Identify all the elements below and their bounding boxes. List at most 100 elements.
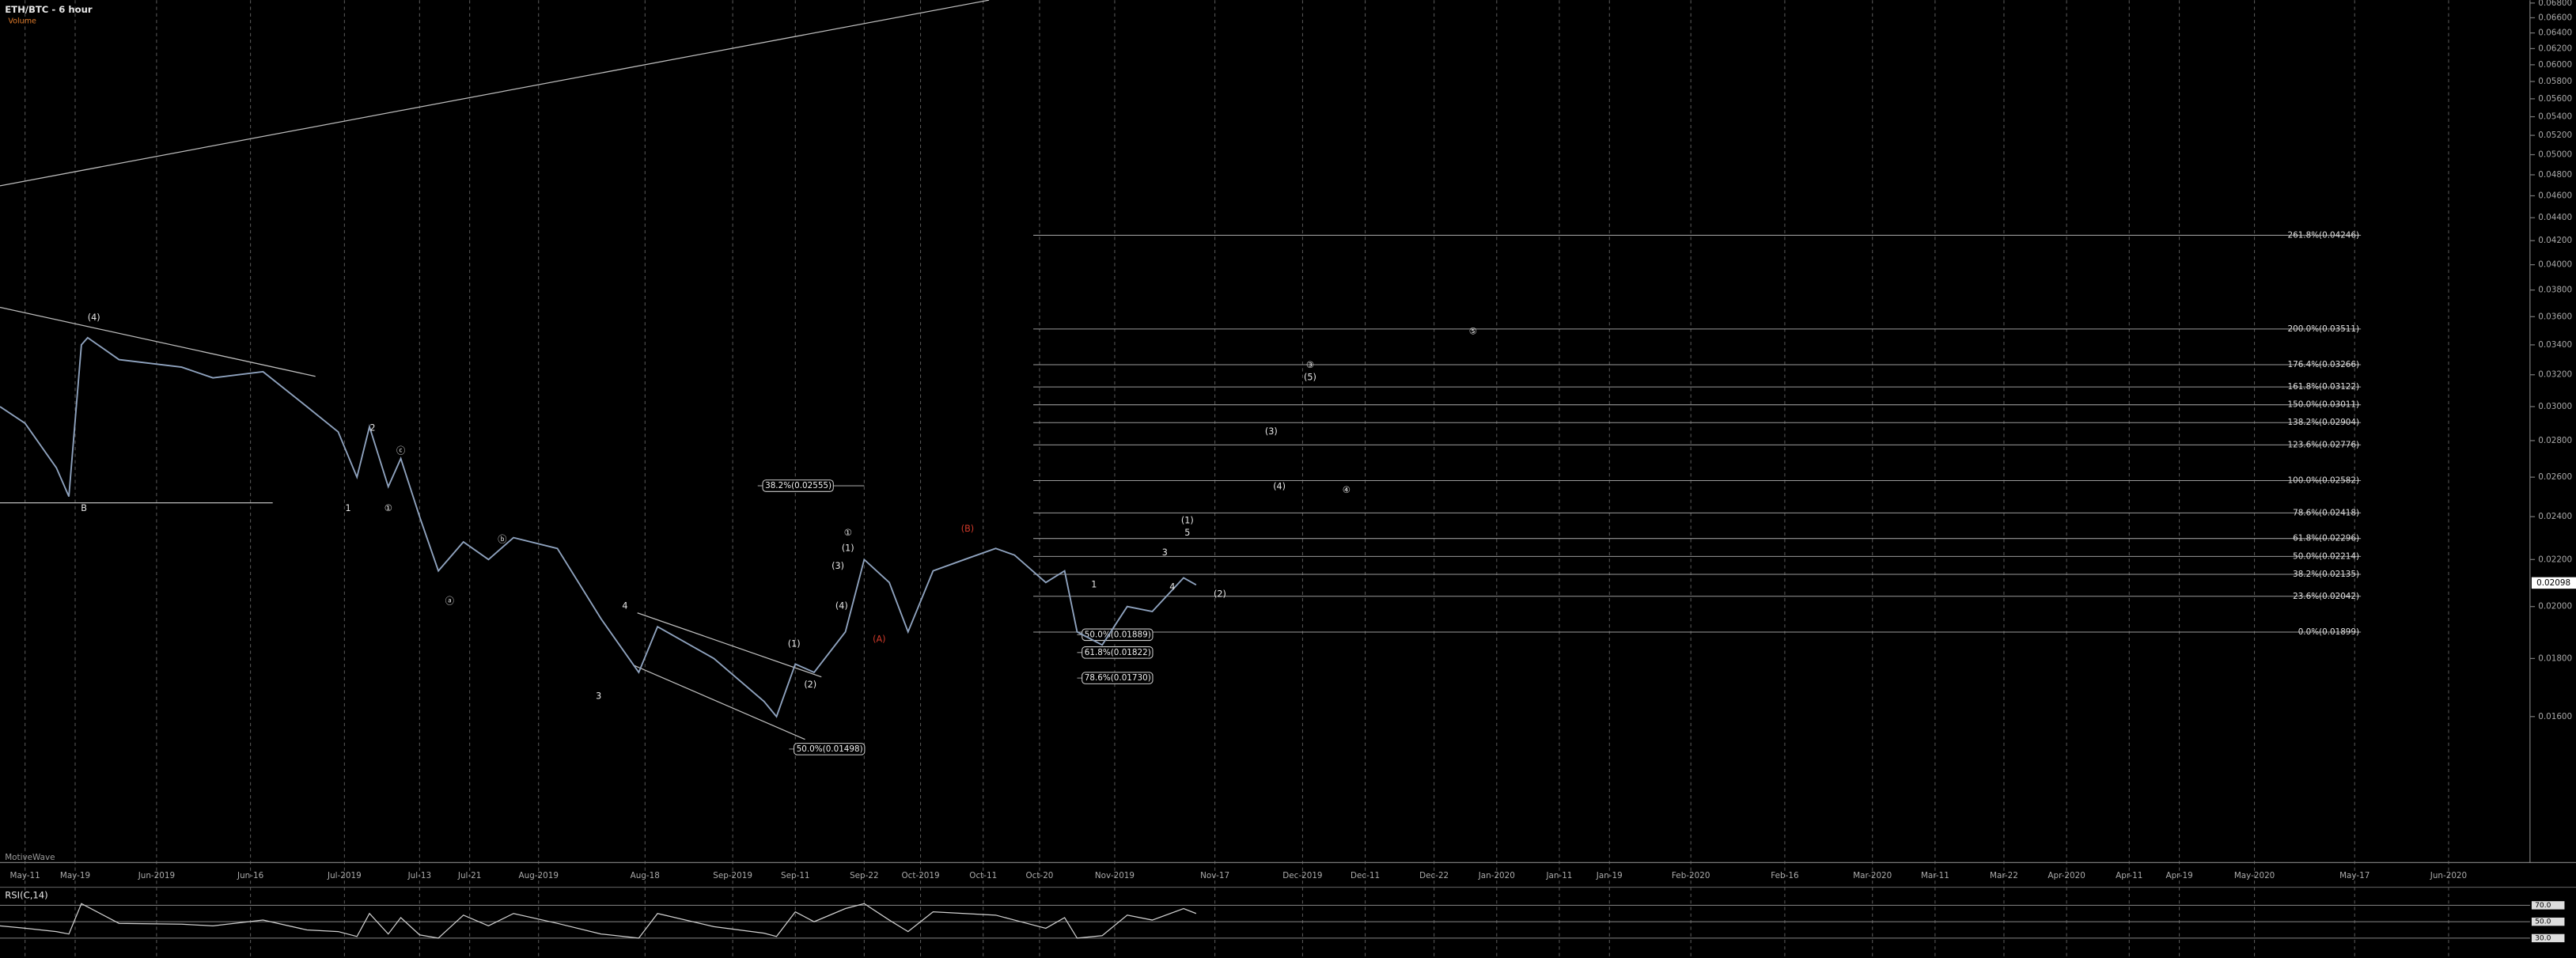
wave-label: ⓒ bbox=[396, 445, 405, 456]
grid bbox=[25, 0, 2449, 958]
fib-label: 176.4%(0.03266) bbox=[2288, 360, 2360, 369]
wave-label: (4) bbox=[835, 601, 848, 612]
channel-line bbox=[634, 665, 805, 740]
wave-label: 1 bbox=[346, 503, 351, 513]
y-tick-label: 0.04400 bbox=[2538, 213, 2572, 222]
x-tick-label: Jul-21 bbox=[457, 871, 481, 880]
wave-label: 3 bbox=[596, 691, 601, 702]
wave-label: (1) bbox=[1181, 515, 1194, 525]
y-tick-label: 0.02200 bbox=[2538, 555, 2572, 564]
x-tick-label: May-17 bbox=[2339, 871, 2370, 880]
x-tick-label: Sep-2019 bbox=[713, 871, 752, 880]
channel-line bbox=[637, 612, 822, 678]
x-tick-label: Dec-11 bbox=[1351, 871, 1380, 880]
y-tick-label: 0.06200 bbox=[2538, 44, 2572, 53]
x-tick-label: Nov-2019 bbox=[1095, 871, 1135, 880]
fib-label: 261.8%(0.04246) bbox=[2288, 230, 2360, 240]
y-tick-label: 0.03200 bbox=[2538, 370, 2572, 380]
fib-label: 61.8%(0.02296) bbox=[2293, 534, 2359, 543]
wave-label: ① bbox=[844, 528, 852, 538]
x-tick-label: Oct-2019 bbox=[902, 871, 940, 880]
retracement-box bbox=[762, 479, 834, 492]
wave-label: (3) bbox=[832, 561, 844, 571]
wave-label: ⑤ bbox=[1469, 327, 1477, 337]
x-tick-label: Sep-22 bbox=[850, 871, 879, 880]
trend-line bbox=[0, 0, 990, 187]
retracement-label: 38.2%(0.02555) bbox=[765, 481, 832, 490]
y-tick-label: 0.02000 bbox=[2538, 602, 2572, 612]
y-tick-label: 0.03800 bbox=[2538, 286, 2572, 295]
y-tick-label: 0.03400 bbox=[2538, 340, 2572, 350]
retracement-box bbox=[1082, 672, 1154, 684]
x-tick-label: Oct-11 bbox=[969, 871, 997, 880]
x-tick-label: May-19 bbox=[60, 871, 90, 880]
wave-label: (5) bbox=[1304, 373, 1316, 383]
wave-label: B bbox=[81, 503, 87, 513]
wave-label: (3) bbox=[1265, 426, 1278, 437]
x-tick-label: Apr-19 bbox=[2165, 871, 2192, 880]
fib-label: 50.0%(0.02214) bbox=[2293, 551, 2359, 561]
wave-label: ④ bbox=[1343, 485, 1351, 495]
wave-label: (1) bbox=[788, 639, 801, 649]
fib-label: 78.6%(0.02418) bbox=[2293, 508, 2359, 517]
wave-label: (2) bbox=[804, 680, 816, 690]
fib-label: 38.2%(0.02135) bbox=[2293, 570, 2359, 579]
y-tick-label: 0.04000 bbox=[2538, 260, 2572, 270]
rsi-title: RSI(C,14) bbox=[5, 889, 47, 900]
retracement-box bbox=[1082, 646, 1154, 659]
wave-label: (2) bbox=[1214, 589, 1226, 599]
wave-label: (A) bbox=[873, 634, 885, 645]
x-tick-label: Aug-2019 bbox=[519, 871, 559, 880]
x-tick-label: Mar-2020 bbox=[1853, 871, 1892, 880]
wave-label: 1 bbox=[1091, 579, 1097, 589]
retracement-label: 50.0%(0.01889) bbox=[1085, 630, 1151, 639]
rsi-tick-label: 30.0 bbox=[2535, 934, 2551, 942]
y-tick-label: 0.06000 bbox=[2538, 60, 2572, 70]
y-tick-label: 0.04800 bbox=[2538, 170, 2572, 180]
wave-label: ⓐ bbox=[445, 596, 454, 607]
fib-label: 23.6%(0.02042) bbox=[2293, 592, 2359, 601]
retracement-label: 61.8%(0.01822) bbox=[1085, 648, 1151, 657]
last-price-label: 0.02098 bbox=[2536, 578, 2570, 588]
retracement-label: 78.6%(0.01730) bbox=[1085, 673, 1151, 683]
wave-label: (1) bbox=[842, 543, 854, 553]
fib-label: 150.0%(0.03011) bbox=[2288, 400, 2360, 410]
fib-label: 200.0%(0.03511) bbox=[2288, 324, 2360, 334]
x-tick-label: Jun-16 bbox=[237, 871, 263, 880]
x-tick-label: Aug-18 bbox=[631, 871, 660, 880]
x-tick-label: Jan-19 bbox=[1596, 871, 1623, 880]
fib-label: 100.0%(0.02582) bbox=[2288, 475, 2360, 485]
rsi-tick-box bbox=[2531, 933, 2565, 943]
wave-label: 4 bbox=[622, 601, 627, 612]
x-tick-label: Feb-2020 bbox=[1672, 871, 1710, 880]
x-tick-label: Oct-20 bbox=[1026, 871, 1054, 880]
y-tick-label: 0.06800 bbox=[2538, 0, 2572, 8]
x-tick-label: Jan-2020 bbox=[1478, 871, 1515, 880]
y-tick-label: 0.02800 bbox=[2538, 436, 2572, 445]
rsi-line bbox=[0, 903, 1197, 939]
y-tick-label: 0.04600 bbox=[2538, 191, 2572, 201]
y-tick-label: 0.01600 bbox=[2538, 712, 2572, 721]
wave-label: (B) bbox=[961, 524, 974, 534]
wave-label: ⓑ bbox=[498, 534, 506, 544]
y-tick-label: 0.05200 bbox=[2538, 131, 2572, 140]
x-tick-label: Jun-2019 bbox=[138, 871, 175, 880]
y-tick-label: 0.06400 bbox=[2538, 28, 2572, 38]
y-tick-label: 0.02400 bbox=[2538, 512, 2572, 521]
plot: 261.8%(0.04246) 200.0%(0.03511) 176.4%(0.0… bbox=[0, 230, 2362, 755]
y-tick-label: 0.05400 bbox=[2538, 112, 2572, 122]
fib-label: 123.6%(0.02776) bbox=[2288, 440, 2360, 449]
retracement-box bbox=[794, 743, 866, 755]
wave-label: ③ bbox=[1306, 360, 1314, 370]
y-tick-label: 0.04200 bbox=[2538, 236, 2572, 245]
y-tick-label: 0.05600 bbox=[2538, 94, 2572, 104]
x-tick-label: Mar-22 bbox=[1990, 871, 2018, 880]
y-tick-label: 0.05000 bbox=[2538, 150, 2572, 160]
x-tick-label: Jul-13 bbox=[407, 871, 431, 880]
x-tick-label: Nov-17 bbox=[1200, 871, 1229, 880]
y-tick-label: 0.01800 bbox=[2538, 653, 2572, 663]
x-tick-label: Dec-2019 bbox=[1282, 871, 1322, 880]
